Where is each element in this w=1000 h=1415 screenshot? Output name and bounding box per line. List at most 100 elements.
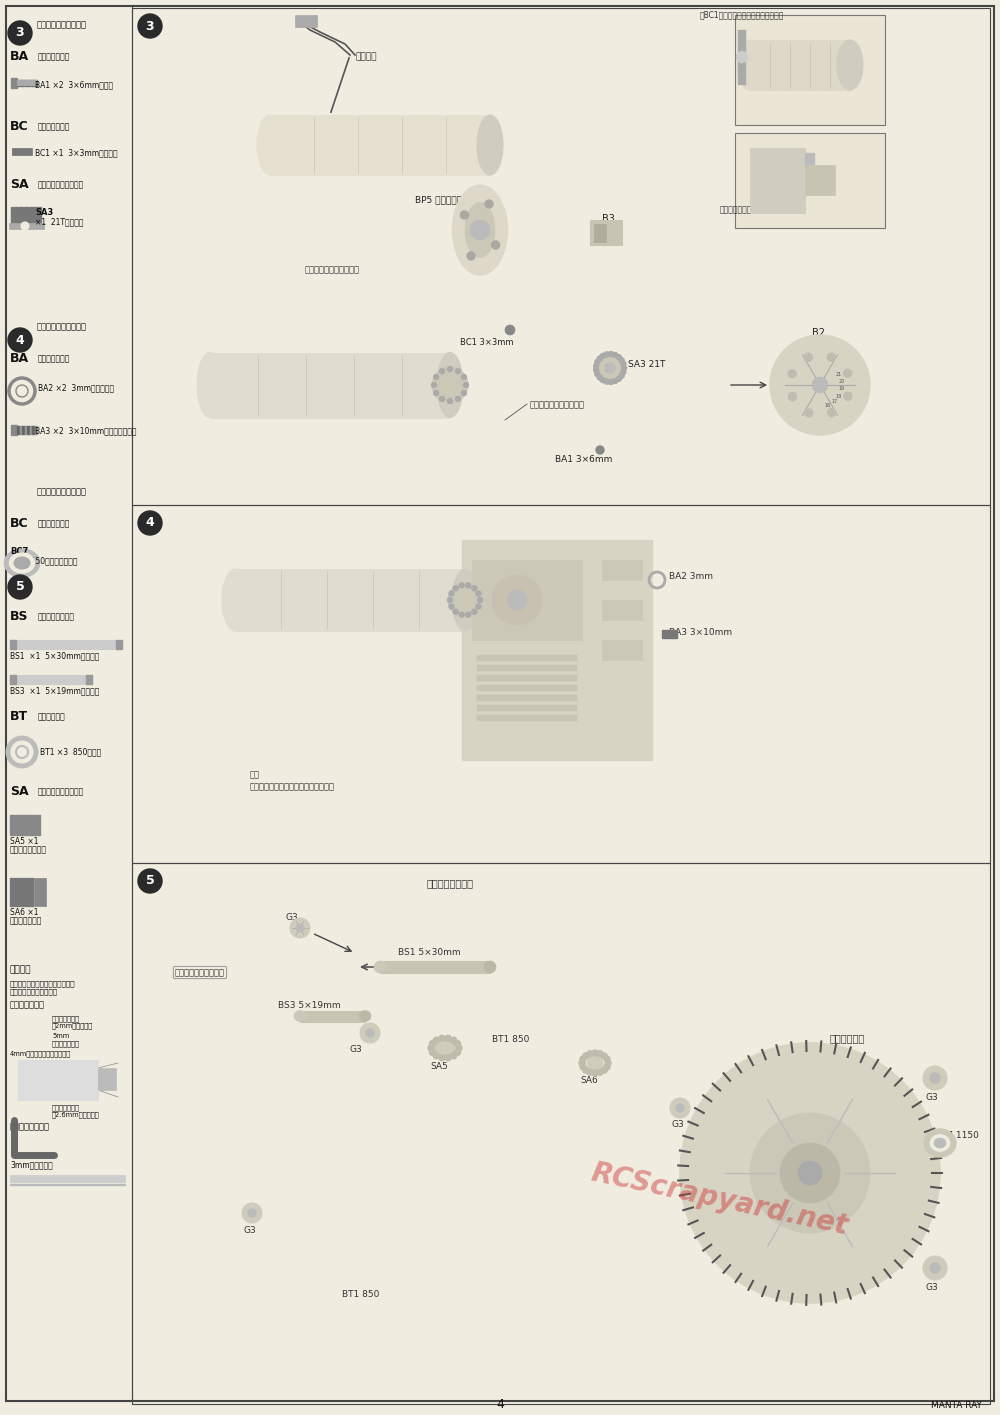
Text: BA2 3mm: BA2 3mm: [669, 572, 713, 582]
Circle shape: [587, 1051, 593, 1057]
Text: BS3 5×19mm: BS3 5×19mm: [278, 1000, 341, 1010]
Circle shape: [248, 1208, 256, 1217]
Circle shape: [592, 1070, 598, 1075]
Circle shape: [432, 382, 436, 388]
Circle shape: [448, 583, 482, 617]
Bar: [132, 505, 990, 863]
Text: 〈使用する小物金具〉: 〈使用する小物金具〉: [37, 487, 87, 497]
Bar: [25, 877, 27, 906]
Circle shape: [609, 351, 614, 357]
Circle shape: [736, 51, 748, 64]
Circle shape: [579, 1060, 585, 1065]
Circle shape: [472, 586, 477, 591]
Text: 5: 5: [16, 580, 24, 593]
Bar: [602, 600, 642, 620]
Bar: [10, 877, 46, 906]
Text: 16: 16: [824, 403, 831, 408]
Bar: [671, 630, 674, 638]
Circle shape: [366, 1029, 374, 1037]
Bar: [665, 630, 668, 638]
Circle shape: [750, 1114, 870, 1232]
Ellipse shape: [837, 40, 863, 91]
Circle shape: [8, 21, 32, 45]
Bar: [86, 675, 92, 683]
Text: （ブリスターパック）: （ブリスターパック）: [38, 180, 84, 190]
Circle shape: [616, 355, 621, 359]
Bar: [34, 815, 36, 835]
Text: BC: BC: [10, 120, 29, 133]
Circle shape: [433, 1037, 439, 1043]
Bar: [10, 1174, 125, 1182]
Ellipse shape: [737, 40, 763, 91]
Circle shape: [439, 1036, 445, 1041]
Text: BS3  ×1  5×19mmシャフト: BS3 ×1 5×19mmシャフト: [10, 686, 99, 695]
Text: 〈スパーギヤー〉: 〈スパーギヤー〉: [426, 877, 474, 889]
Text: BS1 5×30mm: BS1 5×30mm: [398, 948, 461, 957]
Circle shape: [505, 325, 515, 335]
Text: SA5 ×1: SA5 ×1: [10, 838, 38, 846]
Circle shape: [428, 1046, 434, 1051]
Circle shape: [804, 354, 812, 361]
Circle shape: [445, 1036, 451, 1041]
Circle shape: [434, 375, 439, 379]
Bar: [735, 16, 885, 125]
Circle shape: [604, 1064, 610, 1070]
Circle shape: [583, 1067, 589, 1073]
Circle shape: [587, 1070, 593, 1075]
Bar: [36, 207, 38, 224]
Circle shape: [595, 372, 600, 376]
Text: G3: G3: [244, 1225, 257, 1235]
Bar: [270, 115, 490, 175]
Bar: [805, 153, 815, 166]
Circle shape: [434, 391, 439, 396]
Circle shape: [670, 1098, 690, 1118]
Bar: [16, 877, 18, 906]
Text: 18: 18: [836, 393, 842, 399]
Bar: [20, 426, 22, 434]
Bar: [27, 81, 29, 86]
Bar: [28, 815, 30, 835]
Bar: [380, 961, 490, 974]
Circle shape: [597, 375, 602, 381]
Text: 〈アイドラーギヤー〉: 〈アイドラーギヤー〉: [175, 968, 225, 976]
Bar: [477, 685, 577, 691]
Bar: [25, 815, 28, 835]
Bar: [132, 8, 990, 505]
Bar: [21, 207, 23, 224]
Bar: [34, 207, 36, 224]
Text: 5mm: 5mm: [52, 1033, 69, 1039]
Text: BP5 モータープレート: BP5 モータープレート: [415, 195, 478, 204]
Bar: [24, 207, 26, 224]
Circle shape: [604, 352, 609, 357]
Text: （ブリスターパック）: （ブリスターパック）: [38, 787, 84, 797]
Circle shape: [828, 409, 836, 416]
Text: 使用しません。: 使用しません。: [52, 1015, 80, 1022]
Circle shape: [459, 613, 464, 617]
Text: ドライブギヤー: ドライブギヤー: [10, 916, 42, 925]
Circle shape: [827, 354, 835, 361]
Circle shape: [597, 1070, 603, 1075]
Text: 4: 4: [16, 334, 24, 347]
Text: ×1  1150プラベアリング: ×1 1150プラベアリング: [10, 556, 78, 565]
Circle shape: [432, 366, 468, 403]
Circle shape: [138, 511, 162, 535]
Circle shape: [429, 1040, 435, 1047]
Circle shape: [605, 364, 615, 374]
Circle shape: [242, 1203, 262, 1223]
Bar: [477, 695, 577, 700]
Circle shape: [507, 590, 527, 610]
Text: （ビス袋詰Ａ）: （ビス袋詰Ａ）: [38, 354, 70, 364]
Text: SA: SA: [10, 178, 29, 191]
Bar: [19, 815, 22, 835]
Bar: [10, 675, 92, 683]
Text: BA: BA: [10, 352, 29, 365]
Bar: [14, 207, 16, 224]
Circle shape: [448, 597, 452, 603]
Ellipse shape: [222, 569, 248, 631]
Circle shape: [923, 1257, 947, 1281]
Circle shape: [930, 1264, 940, 1274]
Bar: [477, 655, 577, 661]
Bar: [22, 877, 24, 906]
Circle shape: [604, 1056, 610, 1063]
Circle shape: [16, 385, 28, 398]
